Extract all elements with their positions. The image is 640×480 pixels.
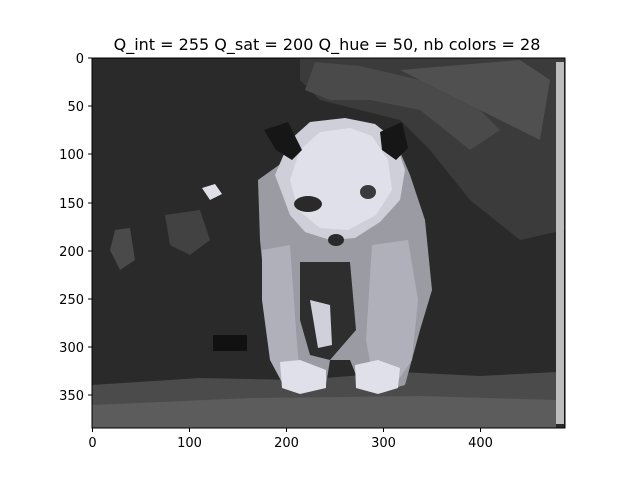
cat-leg-mid [310, 300, 332, 348]
dark-block [213, 335, 247, 351]
x-tick-label: 300 [371, 436, 396, 451]
wall-patch [305, 62, 500, 150]
cat-left-eye [294, 196, 322, 212]
x-tick-label: 100 [177, 436, 202, 451]
y-tick-label: 150 [59, 197, 84, 212]
cat-nose [328, 234, 344, 246]
cat-right-eye [360, 185, 376, 199]
left-patch-2 [165, 210, 210, 255]
floor-band-2 [92, 396, 556, 428]
x-axis: 0 100 200 300 400 [88, 428, 493, 451]
y-tick-label: 50 [67, 100, 84, 115]
y-tick-label: 100 [59, 148, 84, 163]
cat-left-paw [280, 360, 326, 394]
image-edge-strip [556, 62, 564, 424]
cat-left-ear [264, 122, 302, 160]
cat-right-ear [380, 122, 408, 160]
axes-frame [91, 57, 566, 429]
figure-title: Q_int = 255 Q_sat = 200 Q_hue = 50, nb c… [114, 35, 541, 55]
y-axis: 0 50 100 150 200 250 300 350 [59, 52, 92, 404]
y-tick-label: 250 [59, 293, 84, 308]
y-tick-label: 0 [76, 52, 84, 67]
cat-left-leg [262, 245, 300, 388]
small-light-spot [202, 184, 222, 200]
x-tick-label: 0 [88, 436, 96, 451]
cat-right-leg [366, 240, 418, 388]
left-patch [110, 228, 135, 270]
cat-right-paw [355, 360, 400, 394]
y-tick-label: 350 [59, 389, 84, 404]
x-tick-label: 200 [274, 436, 299, 451]
wall-patch-2 [400, 60, 550, 140]
x-tick-label: 400 [468, 436, 493, 451]
y-tick-label: 300 [59, 341, 84, 356]
y-tick-label: 200 [59, 245, 84, 260]
quantized-cat-image [92, 58, 565, 428]
